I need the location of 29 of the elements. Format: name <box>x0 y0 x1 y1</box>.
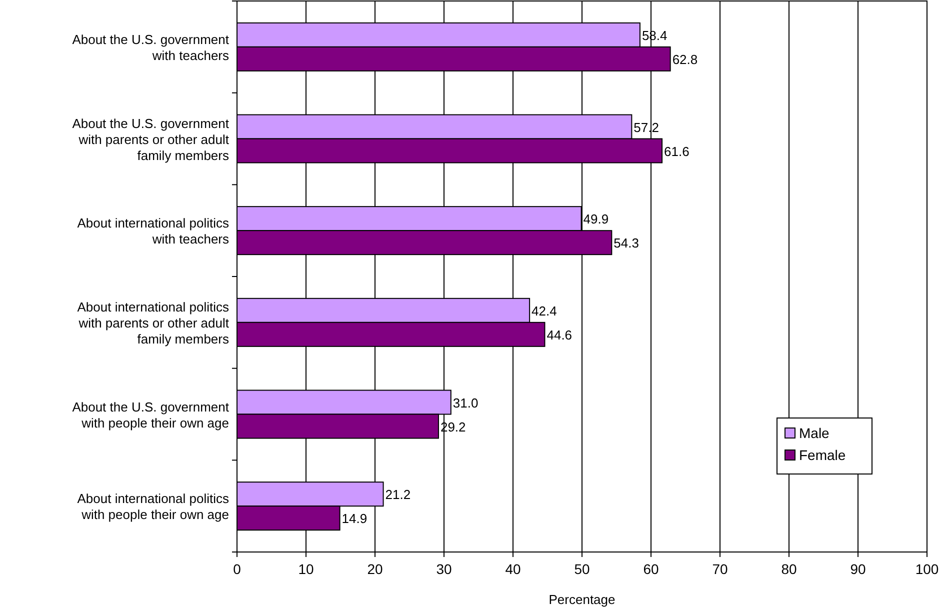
x-tick-label: 60 <box>643 561 659 577</box>
x-tick-label: 80 <box>781 561 797 577</box>
data-label: 31.0 <box>452 395 478 410</box>
x-tick-label: 50 <box>574 561 590 577</box>
y-tick-label: About the U.S. government with people their own age <box>72 399 230 430</box>
x-tick-label: 70 <box>712 561 728 577</box>
y-tick-label: About international politics with people their own age <box>77 491 230 522</box>
data-label: 61.6 <box>664 144 690 159</box>
data-label: 21.2 <box>385 487 411 502</box>
data-label: 49.9 <box>583 212 609 227</box>
data-label: 44.6 <box>546 327 572 342</box>
data-label: 62.8 <box>672 52 698 67</box>
y-tick-label: About international politics with parents or other adult family members <box>77 299 230 346</box>
x-tick-label: 30 <box>436 561 452 577</box>
x-tick-label: 100 <box>915 561 939 577</box>
y-tick-label: About the U.S. government with parents or other adult family members <box>72 116 230 163</box>
legend-label: Male <box>799 425 830 441</box>
x-tick-label: 20 <box>367 561 383 577</box>
data-label: 14.9 <box>342 511 368 526</box>
data-label: 42.4 <box>532 303 557 318</box>
legend-label: Female <box>799 447 846 463</box>
data-label: 54.3 <box>614 236 639 251</box>
x-tick-label: 0 <box>233 561 242 577</box>
y-tick-label: About international politics with teachers <box>77 216 230 247</box>
y-tick-label: About the U.S. government with teachers <box>72 32 230 63</box>
x-tick-label: 90 <box>850 561 866 577</box>
x-tick-label: 40 <box>505 561 521 577</box>
x-axis-title: Percentage <box>548 592 616 607</box>
x-tick-label: 10 <box>298 561 314 577</box>
